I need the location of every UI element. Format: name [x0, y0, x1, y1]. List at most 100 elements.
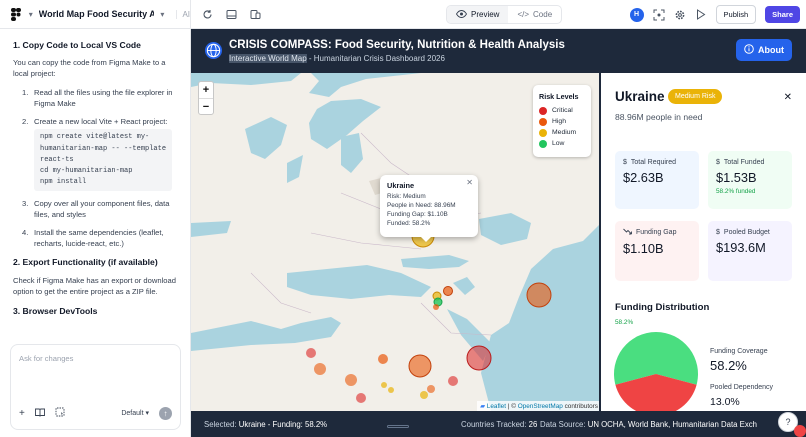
book-icon[interactable] — [34, 404, 45, 422]
card-subtext: 58.2% funded — [716, 188, 756, 196]
attribution-sep: | © — [506, 403, 518, 410]
marker-niger[interactable] — [345, 374, 357, 386]
marker-iraq[interactable] — [433, 304, 439, 310]
pie-slice-funded — [614, 332, 698, 385]
funding-distribution-title: Funding Distribution — [615, 302, 710, 313]
marker-chad[interactable] — [408, 354, 432, 378]
popup-tip — [421, 237, 431, 242]
model-select[interactable]: Default ▾ — [121, 410, 149, 417]
marker-eritrea[interactable] — [427, 385, 435, 393]
legend-title: Risk Levels — [539, 92, 579, 101]
notification-icon[interactable] — [794, 425, 806, 437]
world-map[interactable]: + − Risk Levels Critical High Medium Low… — [191, 73, 601, 411]
inspect-icon[interactable] — [653, 9, 665, 21]
marker-sahel[interactable] — [388, 387, 394, 393]
popup-line: People in Need: 88.96M — [387, 201, 456, 209]
resize-handle[interactable] — [387, 425, 409, 428]
card-total-funded: $ Total Funded $1.53B 58.2% funded — [708, 151, 792, 209]
help-icon[interactable]: ? — [778, 412, 798, 432]
page-title: CRISIS COMPASS: Food Security, Nutrition… — [229, 39, 565, 51]
osm-link[interactable]: OpenStreetMap — [517, 403, 563, 410]
project-title[interactable]: World Map Food Security Analy... — [38, 9, 155, 19]
card-value: $1.10B — [623, 241, 664, 257]
app-header: CRISIS COMPASS: Food Security, Nutrition… — [191, 29, 806, 73]
marker-sudan[interactable] — [466, 345, 492, 371]
gear-icon[interactable] — [674, 9, 686, 21]
popup-title: Ukraine — [387, 181, 415, 190]
map-attribution: ▰ Leaflet | © OpenStreetMap contributors — [477, 401, 601, 411]
attribution-rest: contributors — [562, 403, 598, 410]
coverage-value: 58.2% — [710, 358, 747, 373]
sparkle-select-icon[interactable] — [55, 404, 65, 422]
preview-code-toggle: Preview </> Code — [446, 5, 563, 24]
coverage-label: Funding Coverage — [710, 348, 768, 355]
subtitle-highlight: Interactive World Map — [229, 54, 307, 63]
plus-icon[interactable]: + — [19, 407, 25, 419]
list-text: Install the same dependencies (leaflet, … — [34, 228, 164, 249]
editor-topbar: ▾ World Map Food Security Analy... ▾ AI … — [0, 0, 806, 29]
figma-logo-icon[interactable] — [9, 7, 23, 21]
marker-nigeria[interactable] — [356, 393, 366, 403]
list-item: 3. Copy over all your component files, d… — [22, 198, 177, 220]
panel-close-icon[interactable]: ✕ — [783, 92, 792, 103]
legend-item-critical: Critical — [539, 105, 585, 116]
legend-dot — [539, 139, 547, 148]
chat-input-box[interactable]: Ask for changes + Default ▾ ↑ — [10, 344, 181, 430]
list-item: 2. Create a new local Vite + React proje… — [22, 116, 177, 192]
avatar[interactable]: H — [629, 7, 644, 22]
subtitle-rest: - Humanitarian Crisis Dashboard 2026 — [306, 54, 445, 63]
marker-senegal[interactable] — [314, 363, 326, 375]
chat-input[interactable]: Ask for changes — [19, 354, 74, 363]
title-chevron-down-icon[interactable]: ▾ — [160, 9, 165, 19]
refresh-icon[interactable] — [201, 8, 213, 20]
play-icon[interactable] — [695, 9, 707, 21]
country-popup: ✕ Ukraine Risk: Medium People in Need: 8… — [380, 175, 478, 242]
card-funding-gap: Funding Gap $1.10B — [615, 221, 699, 281]
legend-item-low: Low — [539, 138, 585, 149]
card-value: $193.6M — [716, 240, 766, 256]
share-button[interactable]: Share — [765, 6, 800, 23]
legend-item-medium: Medium — [539, 127, 585, 138]
tab-preview-label: Preview — [471, 10, 500, 19]
layout-panel-icon[interactable] — [225, 8, 237, 20]
marker-mali[interactable] — [306, 348, 316, 358]
list-number: 3. — [22, 199, 29, 209]
zoom-in-button[interactable]: + — [202, 84, 210, 96]
chevron-down-icon[interactable]: ▾ — [28, 9, 33, 19]
list-number: 2. — [22, 117, 29, 127]
dollar-icon: $ — [716, 159, 720, 166]
pie-slice-gap — [615, 374, 697, 411]
publish-button[interactable]: Publish — [715, 5, 757, 24]
section-heading-devtools: 3. Browser DevTools — [13, 305, 98, 316]
marker-syria[interactable] — [443, 286, 453, 296]
marker-ethiopia[interactable] — [448, 376, 458, 386]
marker-somalia[interactable] — [420, 391, 428, 399]
leaflet-flag-icon: ▰ — [480, 403, 486, 410]
marker-libya[interactable] — [378, 354, 388, 364]
marker-burkina[interactable] — [381, 382, 387, 388]
selected-prefix: Selected: — [204, 420, 239, 429]
card-label: Pooled Budget — [723, 229, 770, 236]
list-item: 4. Install the same dependencies (leafle… — [22, 227, 177, 249]
leaflet-link[interactable]: Leaflet — [486, 403, 506, 410]
list-item: 1. Read all the files using the file exp… — [22, 87, 177, 109]
legend-item-high: High — [539, 116, 585, 127]
code-block[interactable]: npm create vite@latest my- humanitarian-… — [34, 129, 173, 192]
about-label: About — [758, 45, 784, 55]
ai-toggle[interactable]: AI — [176, 9, 190, 19]
country-detail-panel: Ukraine Medium Risk ✕ 88.96M people in n… — [601, 73, 806, 411]
zoom-out-button[interactable]: − — [199, 98, 213, 114]
send-button[interactable]: ↑ — [159, 406, 172, 420]
code-brackets-icon: </> — [517, 10, 530, 19]
paragraph-copy: You can copy the code from Figma Make to… — [13, 58, 166, 79]
about-button[interactable]: About — [736, 39, 792, 61]
marker-afghanistan[interactable] — [526, 282, 552, 308]
model-select-label: Default — [121, 410, 144, 417]
app-preview: CRISIS COMPASS: Food Security, Nutrition… — [191, 29, 806, 437]
legend-label: Medium — [552, 129, 577, 136]
device-view-icon[interactable] — [249, 8, 261, 20]
close-icon[interactable]: ✕ — [466, 178, 473, 187]
tab-preview[interactable]: Preview — [447, 6, 509, 23]
list-text: Copy over all your component files, data… — [34, 199, 170, 220]
tab-code[interactable]: </> Code — [508, 6, 561, 23]
